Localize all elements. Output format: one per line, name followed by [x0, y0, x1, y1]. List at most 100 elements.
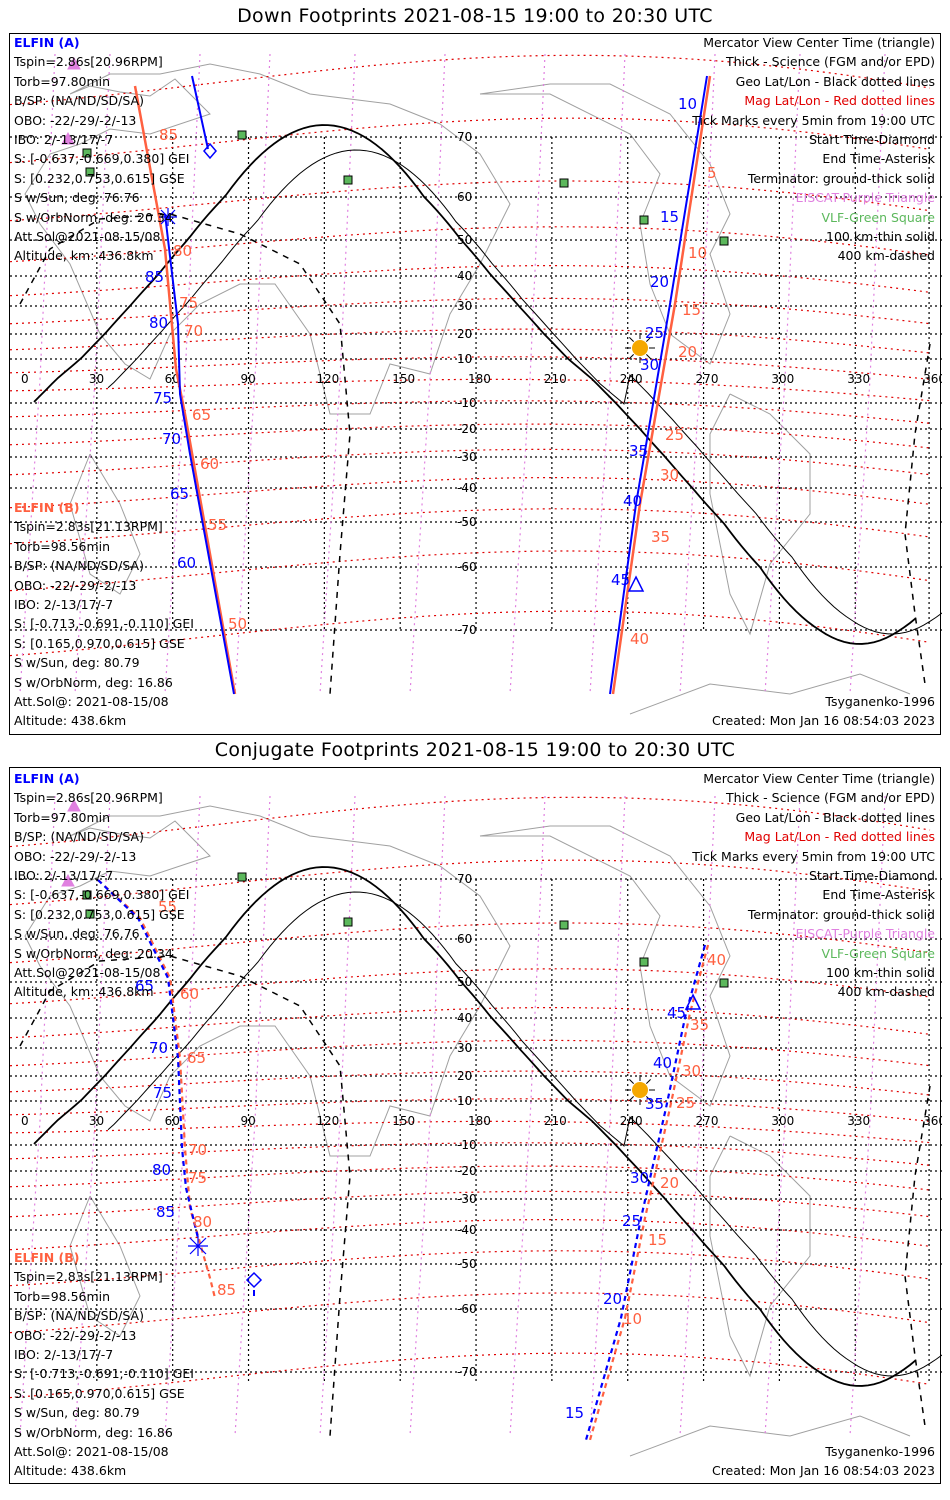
legend-item: Tick Marks every 5min from 19:00 UTC — [692, 112, 935, 128]
elfin-b-header: ELFIN (B) — [14, 1250, 80, 1265]
elfin-a-tick-label: 15 — [660, 208, 679, 226]
lat-tick-label: 30 — [457, 1041, 472, 1055]
terminator-100km-line — [107, 149, 942, 635]
elfin-a-track — [191, 75, 209, 150]
coastline — [479, 825, 731, 1107]
elfin-a-info-line: Altitude, km: 436.8km — [14, 984, 154, 1000]
elfin-a-info-line: Torb=97.80min — [14, 809, 111, 825]
lat-tick-label: -10 — [457, 396, 477, 410]
terminator-ground-line — [33, 124, 917, 645]
map-canvas-down: 0 30 60 90 120 150 180 210 240 270 300 330 360 70 60 50… — [10, 53, 942, 715]
legend: Mercator View Center Time (triangle) Thic… — [692, 769, 935, 1002]
elfin-a-tick-label: 70 — [149, 1039, 168, 1057]
legend-item: Geo Lat/Lon - Black dotted lines — [735, 809, 935, 825]
lon-tick-label: 0 — [21, 1114, 29, 1128]
elfin-a-info-line: OBO: -22/-29/-2/-13 — [14, 112, 137, 128]
lon-tick-label: 270 — [696, 372, 719, 386]
elfin-b-info-line: S w/Sun, deg: 80.79 — [14, 1405, 140, 1421]
lat-tick-label: 20 — [457, 1069, 472, 1083]
model-label: Tsyganenko-1996 — [825, 694, 935, 709]
elfin-a-track — [609, 75, 708, 695]
vlf-station-square — [82, 890, 92, 900]
elfin-a-info: ELFIN (A) Tspin=2.86s[20.96RPM] Torb=97.8… — [14, 769, 189, 1002]
vlf-station-square — [82, 148, 92, 158]
legend-item: Mercator View Center Time (triangle) — [703, 771, 935, 786]
legend-item: Mercator View Center Time (triangle) — [703, 35, 935, 50]
footer: Tsyganenko-1996 Created: Mon Jan 16 08:5… — [712, 1442, 935, 1481]
lon-tick-label: 300 — [771, 372, 794, 386]
panel-title-down: Down Footprints 2021-08-15 19:00 to 20:3… — [237, 5, 713, 27]
center-time-triangle — [627, 575, 645, 592]
legend-item: 400 km-dashed — [837, 984, 935, 1000]
legend-item: Thick - Science (FGM and/or EPD) — [726, 790, 935, 806]
elfin-b-track — [133, 85, 237, 695]
lat-tick-label: 70 — [457, 130, 472, 144]
lat-tick-label: -20 — [457, 1164, 477, 1178]
elfin-a-track — [164, 213, 235, 695]
elfin-b-tick-label: 85 — [217, 1281, 236, 1299]
elfin-a-info-line: B/SP: (NA/ND/SD/SA) — [14, 93, 144, 109]
lat-tick-label: -40 — [457, 1223, 477, 1237]
eiscat-triangle — [61, 131, 75, 145]
elfin-b-info-line: OBO: -22/-29/-2/-13 — [14, 577, 137, 593]
elfin-b-info: ELFIN (B) Tspin=2.83s[21.13RPM] Torb=98.5… — [14, 1248, 194, 1481]
terminator-ground-line — [33, 866, 917, 1387]
mag-meridian-line — [589, 795, 626, 1437]
vlf-station-square — [559, 920, 569, 930]
legend-item: VLF-Green Square — [821, 209, 935, 225]
mag-meridian-line — [319, 795, 356, 1437]
elfin-a-tick-label: 30 — [630, 1169, 649, 1187]
elfin-b-info-line: IBO: 2/-13/17/-7 — [14, 1347, 114, 1363]
lon-tick-label: 240 — [620, 1114, 643, 1128]
legend-item: EISCAT-Purple Triangle — [795, 926, 935, 942]
lon-tick-label: 30 — [89, 1114, 104, 1128]
sun-ray — [629, 1079, 634, 1084]
legend-item: VLF-Green Square — [821, 945, 935, 961]
elfin-a-tick-label: 85 — [156, 1203, 175, 1221]
elfin-a-tick-label: 20 — [603, 1290, 622, 1308]
vlf-station-square — [237, 130, 247, 140]
elfin-a-tick-label: 60 — [177, 554, 196, 572]
elfin-a-info-line: IBO: 2/-13/17/-7 — [14, 132, 114, 148]
sun-ray — [646, 337, 651, 342]
elfin-b-tick-label: 25 — [676, 1094, 695, 1112]
mag-latitude-line — [10, 226, 931, 263]
elfin-b-tick-label: 65 — [187, 1049, 206, 1067]
terminator-100km-line — [107, 891, 942, 1377]
lon-tick-label: 120 — [316, 372, 339, 386]
end-time-asterisk — [159, 208, 177, 226]
lat-tick-label: -70 — [457, 1365, 477, 1379]
elfin-a-info: ELFIN (A) Tspin=2.86s[20.96RPM] Torb=97.8… — [14, 33, 189, 266]
elfin-b-tick-label: 20 — [678, 343, 697, 361]
mag-meridian-line — [589, 53, 626, 695]
vlf-station-square — [639, 957, 649, 967]
legend-item: Terminator: ground-thick solid — [747, 906, 935, 922]
legend: Mercator View Center Time (triangle) Thic… — [692, 33, 935, 266]
mag-latitude-line — [10, 1352, 931, 1399]
mag-meridian-line — [19, 53, 56, 695]
end-time-asterisk — [188, 1236, 208, 1256]
mag-meridian-line — [409, 795, 446, 1437]
mag-meridian-line — [509, 795, 546, 1437]
elfin-b-tick-label: 40 — [630, 630, 649, 648]
legend-item: Mag Lat/Lon - Red dotted lines — [744, 93, 935, 109]
elfin-b-info-line: B/SP: (NA/ND/SD/SA) — [14, 1308, 144, 1324]
legend-item: 100 km-thin solid — [826, 965, 935, 981]
legend-item: EISCAT-Purple Triangle — [795, 190, 935, 206]
elfin-a-info-line: Att.Sol@2021-08-15/08 — [14, 965, 161, 981]
lon-tick-label: 90 — [241, 1114, 256, 1128]
elfin-a-info-line: S: [0.232,0.753,0.615] GSE — [14, 170, 185, 186]
elfin-b-info-line: Tspin=2.83s[21.13RPM] — [14, 519, 163, 535]
elfin-b-tick-label: 70 — [188, 1141, 207, 1159]
lat-tick-label: 10 — [457, 1094, 472, 1108]
legend-item: Geo Lat/Lon - Black dotted lines — [735, 73, 935, 89]
elfin-b-tick-label: 55 — [208, 516, 227, 534]
lat-tick-label: -50 — [457, 1257, 477, 1271]
elfin-a-info-line: S w/Sun, deg: 76.76 — [14, 926, 140, 942]
elfin-b-info-line: Torb=98.56min — [14, 1288, 111, 1304]
elfin-a-info-line: Att.Sol@2021-08-15/08 — [14, 229, 161, 245]
elfin-b-track — [97, 879, 217, 1299]
legend-item: 100 km-thin solid — [826, 229, 935, 245]
sun-ray — [629, 337, 634, 342]
created-label: Created: Mon Jan 16 08:54:03 2023 — [711, 713, 935, 729]
